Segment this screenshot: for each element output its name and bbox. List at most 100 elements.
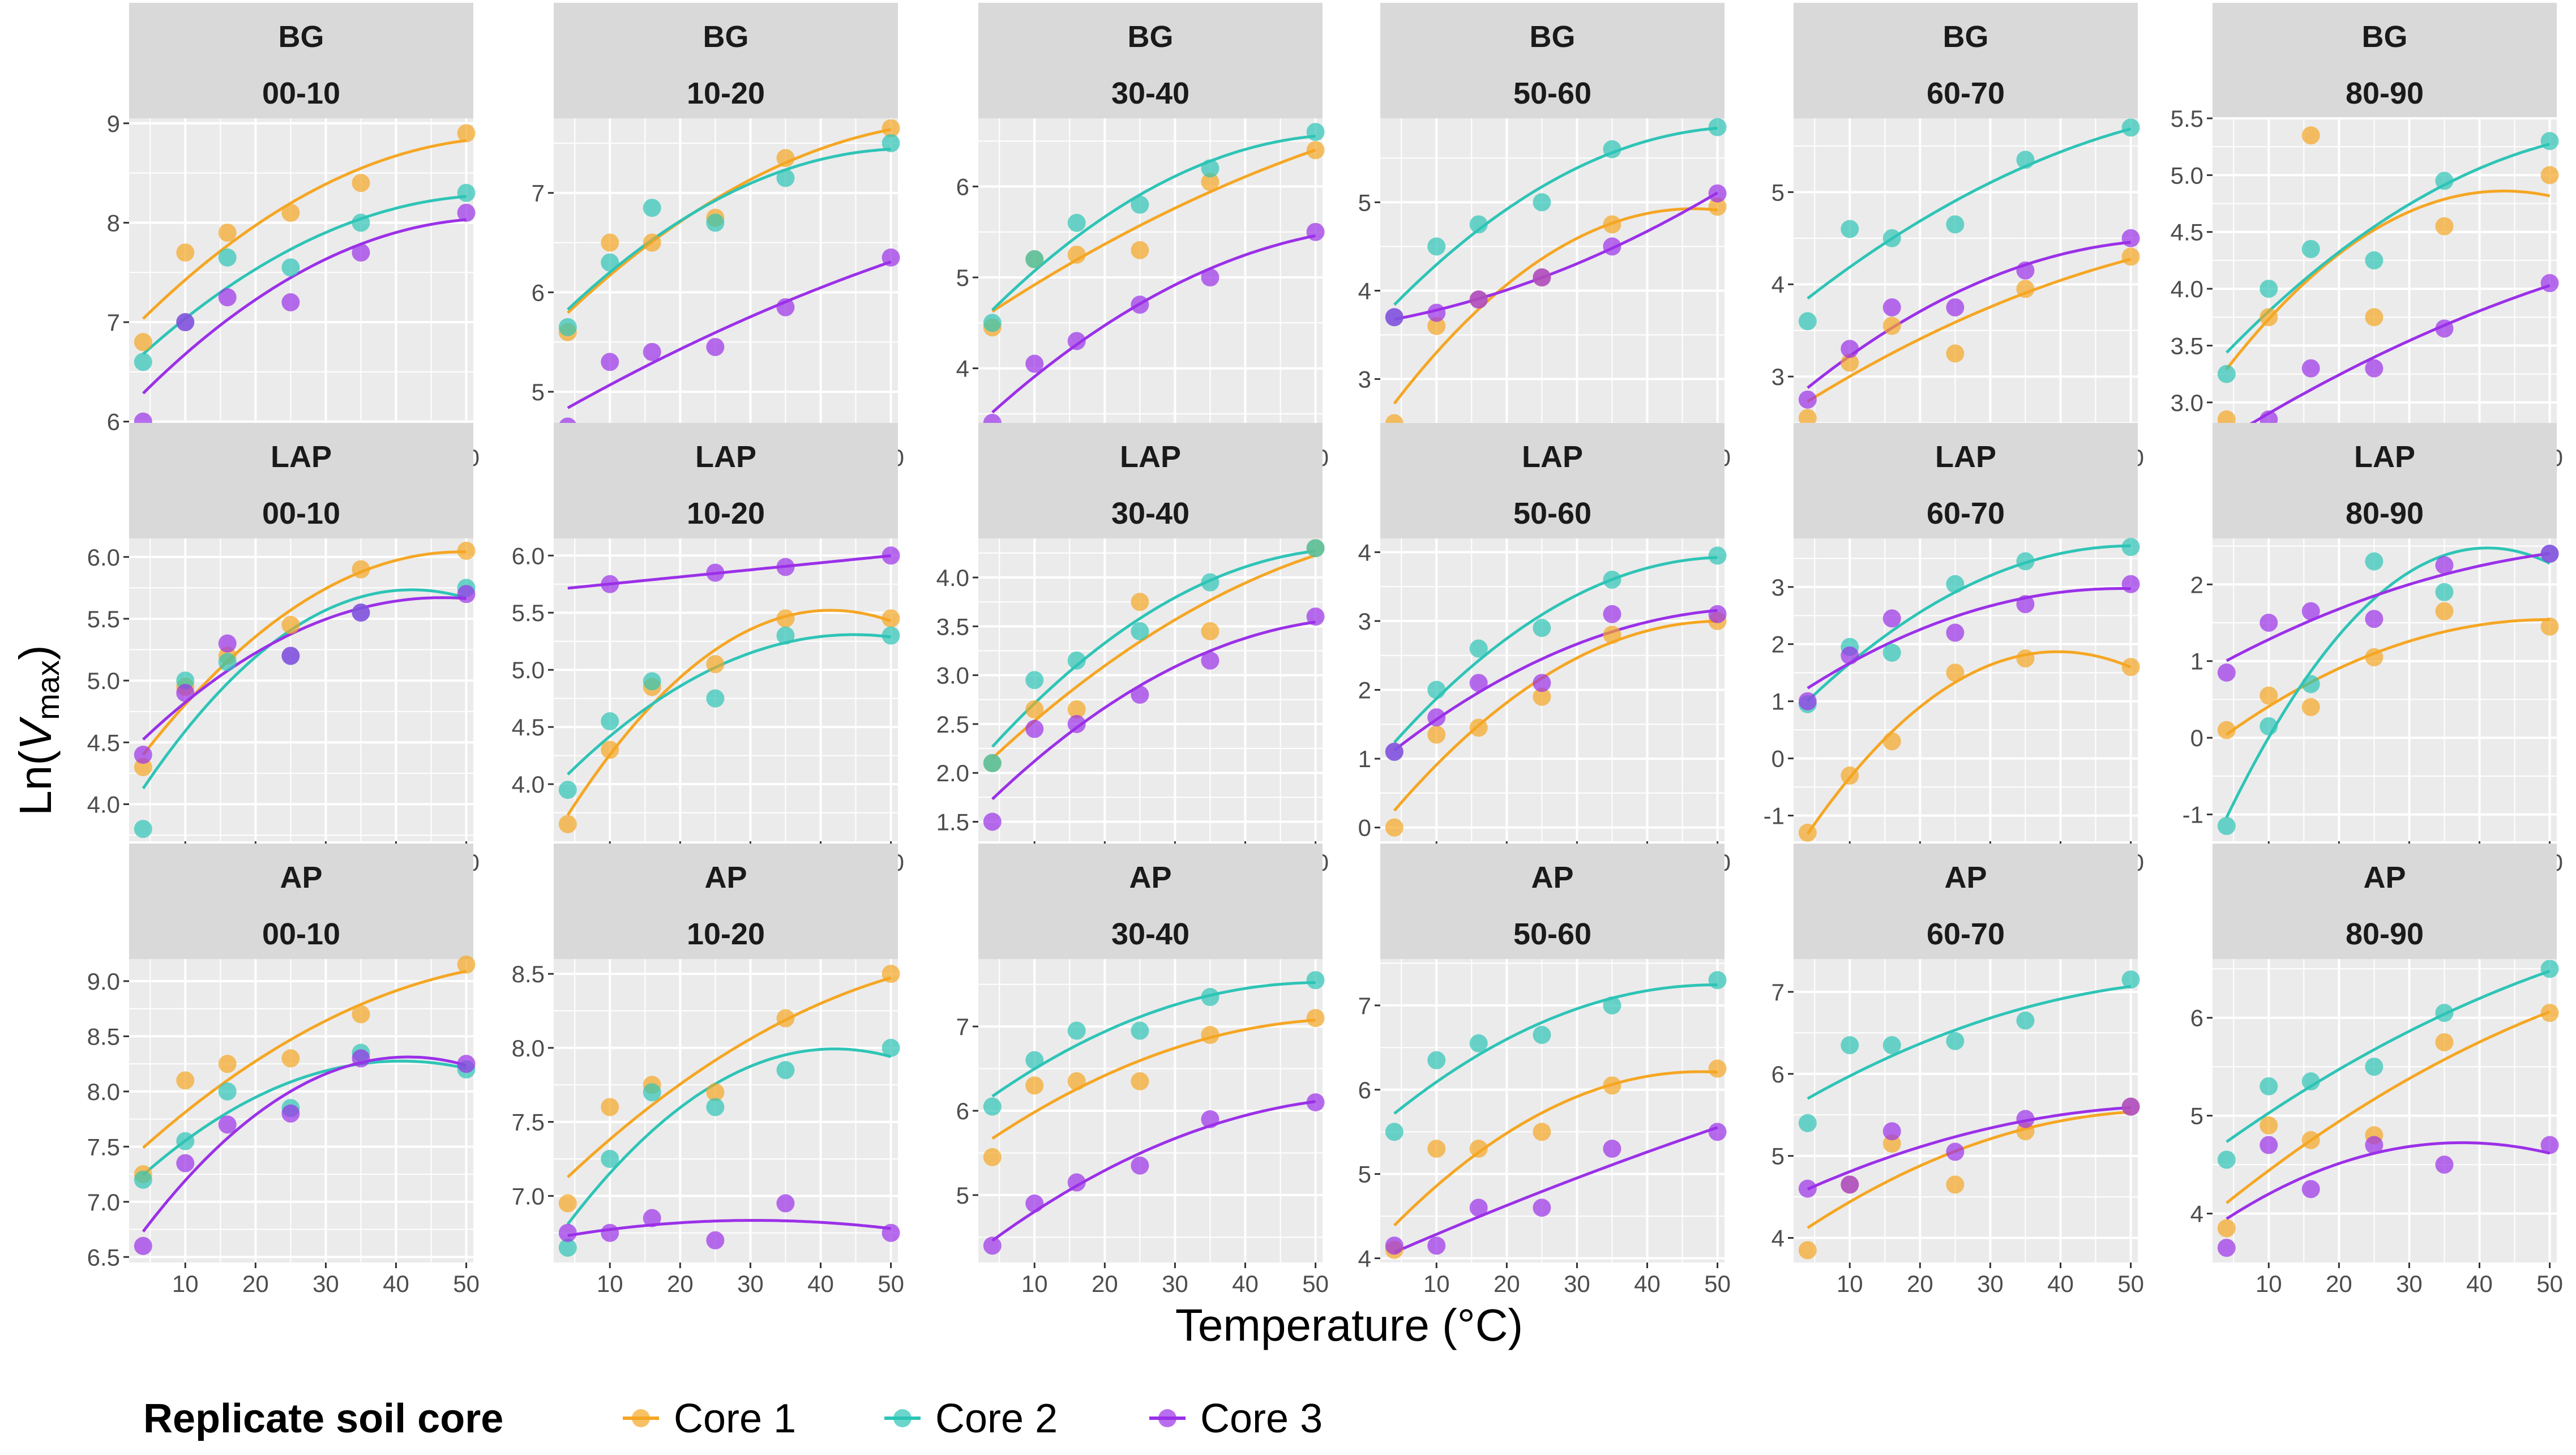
plot-background (1380, 959, 1725, 1263)
data-point-core-2 (601, 253, 619, 272)
data-point-core-3 (1385, 308, 1403, 327)
data-point-core-2 (2016, 1011, 2035, 1030)
data-point-core-1 (1798, 1241, 1817, 1260)
data-point-core-3 (706, 1231, 725, 1249)
data-point-core-3 (1533, 268, 1551, 286)
data-point-core-2 (1427, 237, 1446, 256)
y-tick-label: 3.5 (2171, 332, 2203, 359)
y-tick-label: 2.0 (936, 760, 969, 786)
legend-entry-label: Core 1 (674, 1396, 796, 1441)
data-point-core-3 (2121, 229, 2140, 247)
data-point-core-3 (2121, 1097, 2140, 1116)
data-point-core-2 (1131, 1021, 1149, 1040)
x-tick-label: 50 (453, 1270, 480, 1297)
data-point-core-1 (1201, 173, 1219, 191)
fit-line-core-3 (142, 1055, 467, 1233)
facet-panel: AP 80-90 10 20 30 40 50 4 5 6 (2190, 844, 2563, 1297)
fit-line-core-1 (1393, 207, 1718, 405)
data-point-core-1 (352, 1005, 370, 1024)
data-point-core-2 (2217, 1150, 2236, 1169)
plot-background (1794, 538, 2138, 841)
facet-strip-depth: 50-60 (1513, 497, 1591, 530)
data-point-core-1 (882, 119, 900, 138)
data-point-core-2 (882, 134, 900, 152)
y-tick-label: 8 (107, 209, 120, 236)
data-point-core-2 (1708, 971, 1727, 990)
data-point-core-1 (1067, 700, 1086, 719)
data-point-core-1 (457, 541, 476, 560)
data-point-core-3 (1067, 332, 1086, 350)
data-point-core-2 (352, 213, 370, 232)
fit-line-core-1 (567, 128, 892, 314)
data-point-core-2 (706, 689, 725, 708)
facet-strip-enzyme: AP (1531, 861, 1573, 895)
fit-line-core-3 (1807, 1106, 2131, 1191)
y-tick-label: 0 (2190, 725, 2203, 751)
data-point-core-3 (1603, 605, 1621, 623)
data-point-core-1 (1882, 732, 1901, 751)
y-tick-label: 5 (1358, 1161, 1371, 1188)
data-point-core-2 (601, 1149, 619, 1168)
data-point-core-2 (1025, 250, 1044, 268)
data-point-core-2 (1533, 193, 1551, 212)
y-tick-label: 0 (1771, 746, 1785, 772)
x-tick-label: 10 (1423, 1270, 1450, 1297)
data-point-core-2 (882, 626, 900, 645)
data-point-core-2 (134, 353, 152, 371)
data-point-core-3 (176, 1154, 195, 1172)
data-point-core-1 (983, 1148, 1002, 1166)
y-axis-title: Ln(Vmax) (10, 645, 66, 815)
x-tick-label: 40 (383, 1270, 409, 1297)
y-tick-label: 5 (1358, 189, 1371, 216)
y-tick-label: 9.0 (87, 968, 120, 995)
data-point-core-1 (2435, 1033, 2454, 1051)
data-point-core-3 (776, 1194, 795, 1213)
plot-background (129, 959, 473, 1263)
facet-strip-enzyme: LAP (695, 440, 756, 474)
y-tick-label: 2 (1771, 631, 1785, 658)
data-point-core-2 (558, 318, 577, 336)
data-point-core-2 (1882, 643, 1901, 662)
facet-panel: AP 60-70 10 20 30 40 50 4 5 6 7 (1771, 844, 2144, 1297)
data-point-core-3 (2301, 602, 2320, 620)
y-tick-label: 4.0 (512, 771, 545, 798)
y-tick-label: 7 (107, 309, 120, 336)
data-point-core-1 (1131, 593, 1149, 611)
data-point-core-1 (1841, 766, 1859, 785)
plot-background (1380, 118, 1725, 436)
data-point-core-2 (558, 781, 577, 799)
data-point-core-2 (1708, 118, 1727, 136)
x-tick-label: 50 (1302, 1270, 1329, 1297)
data-point-core-1 (1469, 718, 1488, 737)
data-point-core-3 (706, 337, 725, 356)
data-point-core-3 (1131, 1156, 1149, 1175)
y-tick-label: 4.0 (2171, 276, 2203, 302)
y-tick-label: 2.5 (936, 711, 969, 738)
data-point-core-1 (1427, 725, 1446, 744)
data-point-core-1 (1603, 215, 1621, 234)
facet-strip-depth: 10-20 (687, 76, 765, 110)
data-point-core-2 (2365, 251, 2384, 269)
data-point-core-1 (882, 965, 900, 983)
data-point-core-1 (281, 203, 300, 222)
facet-strip-depth: 30-40 (1111, 76, 1189, 110)
y-tick-label: -1 (1764, 803, 1785, 829)
facet-strip-enzyme: AP (1129, 861, 1171, 895)
facet-panel: AP 00-10 10 20 30 40 50 6.5 7.0 7.5 8.0 8.5 9.0 (87, 844, 480, 1297)
data-point-core-3 (1603, 237, 1621, 256)
data-point-core-2 (983, 754, 1002, 772)
data-point-core-3 (1025, 1194, 1044, 1213)
y-tick-label: 3.0 (936, 662, 969, 689)
data-point-core-3 (2217, 664, 2236, 682)
data-point-core-1 (776, 609, 795, 628)
y-axis-title-suffix: ) (10, 645, 61, 660)
y-tick-label: 6.0 (512, 542, 545, 569)
data-point-core-3 (1882, 298, 1901, 316)
fit-line-core-2 (2226, 969, 2551, 1143)
data-point-core-3 (457, 585, 476, 604)
data-point-core-2 (1306, 539, 1325, 558)
fit-line-core-2 (567, 633, 891, 776)
y-tick-label: 2 (2190, 571, 2203, 598)
